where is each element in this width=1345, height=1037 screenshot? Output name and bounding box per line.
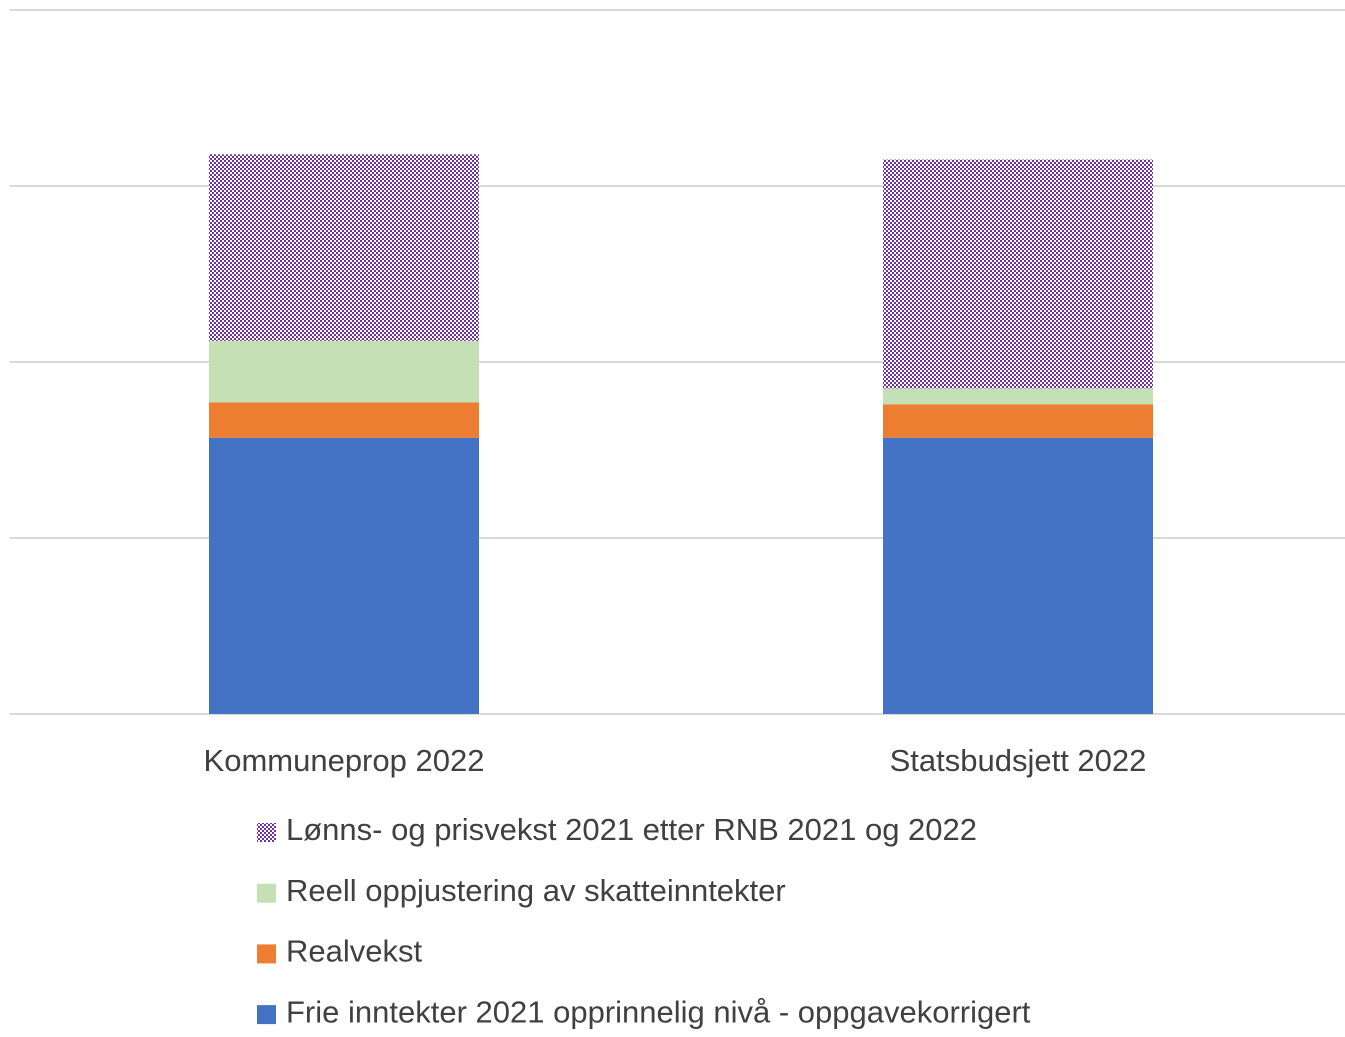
legend-label: Frie inntekter 2021 opprinnelig nivå - o… [286, 994, 1031, 1029]
legend-swatch [257, 883, 276, 903]
legend-label: Lønns- og prisvekst 2021 etter RNB 2021 … [286, 812, 977, 847]
x-tick-label: Kommuneprop 2022 [204, 743, 485, 778]
bar-segment [209, 154, 479, 341]
bar-segment [209, 437, 479, 714]
legend-swatch [257, 944, 276, 964]
bar-segment [883, 388, 1153, 405]
bar-segment [209, 402, 479, 438]
legend-label: Reell oppjustering av skatteinntekter [286, 873, 786, 908]
bar-segment [883, 404, 1153, 438]
x-tick-label: Statsbudsjett 2022 [890, 743, 1147, 778]
legend-label: Realvekst [286, 934, 422, 969]
bar-segment [883, 437, 1153, 714]
bar-segment [883, 159, 1153, 389]
bar-segment [209, 340, 479, 403]
legend-swatch [257, 1005, 276, 1025]
legend-swatch [257, 823, 276, 842]
